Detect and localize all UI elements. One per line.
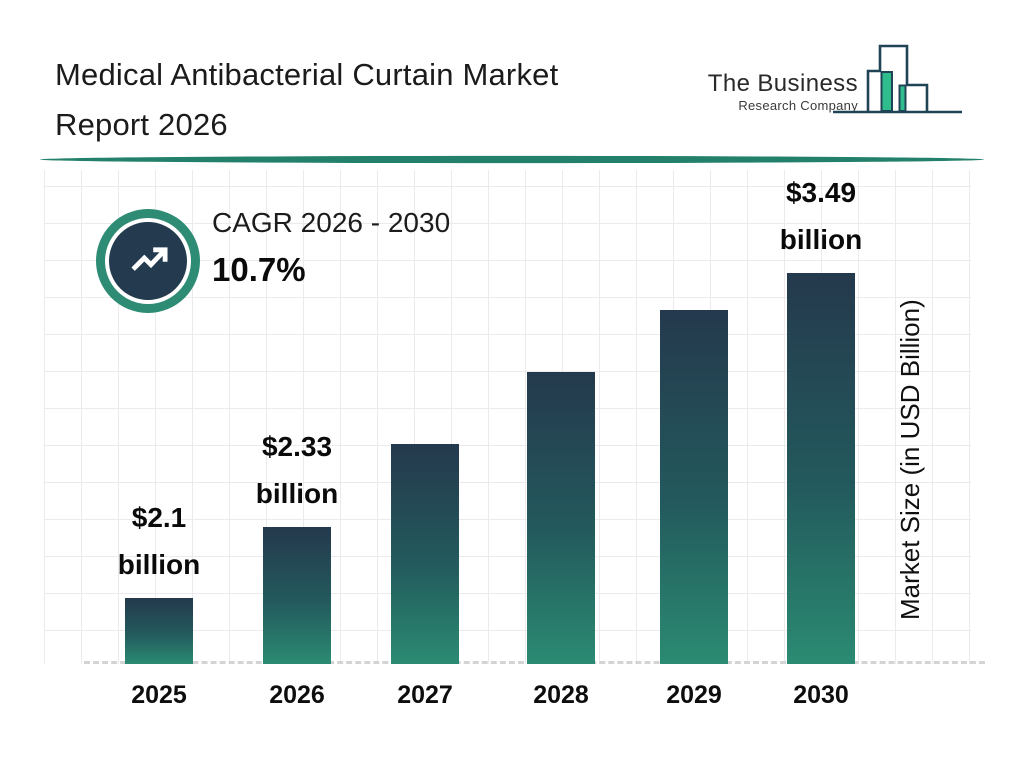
x-tick-2025: 2025 bbox=[131, 681, 187, 709]
company-name: The Business bbox=[707, 70, 858, 97]
page-title-line-1: Medical Antibacterial Curtain Market bbox=[55, 57, 559, 92]
cagr-value: 10.7% bbox=[212, 251, 306, 288]
trending-up-icon bbox=[131, 247, 168, 271]
company-logo-text: The Business Research Company bbox=[640, 70, 858, 113]
page-title-line-2: Report 2026 bbox=[55, 107, 228, 142]
x-tick-2027: 2027 bbox=[397, 681, 453, 709]
bar-2029 bbox=[660, 310, 728, 664]
x-tick-2028: 2028 bbox=[533, 681, 589, 709]
company-subname: Research Company bbox=[738, 98, 858, 113]
x-tick-2026: 2026 bbox=[269, 681, 325, 709]
value-label-2026: $2.33 billion bbox=[255, 431, 339, 509]
x-tick-2029: 2029 bbox=[666, 681, 722, 709]
value-label-2030: $3.49 billion bbox=[779, 177, 863, 255]
cagr-period-label: CAGR 2026 - 2030 bbox=[212, 207, 451, 238]
bar-2025 bbox=[125, 598, 193, 664]
bar-2026 bbox=[263, 527, 331, 664]
y-axis-label: Market Size (in USD Billion) bbox=[895, 299, 925, 621]
company-logo-bars-icon bbox=[833, 44, 962, 114]
bar-2027 bbox=[391, 444, 459, 664]
page-title: Medical Antibacterial Curtain Market Rep… bbox=[55, 50, 755, 150]
x-tick-2030: 2030 bbox=[793, 681, 849, 709]
bar-2030 bbox=[787, 273, 855, 664]
value-label-2025: $2.1 billion bbox=[117, 502, 201, 580]
bar-2028 bbox=[527, 372, 595, 664]
header-divider bbox=[40, 155, 984, 164]
cagr-badge bbox=[105, 218, 191, 304]
